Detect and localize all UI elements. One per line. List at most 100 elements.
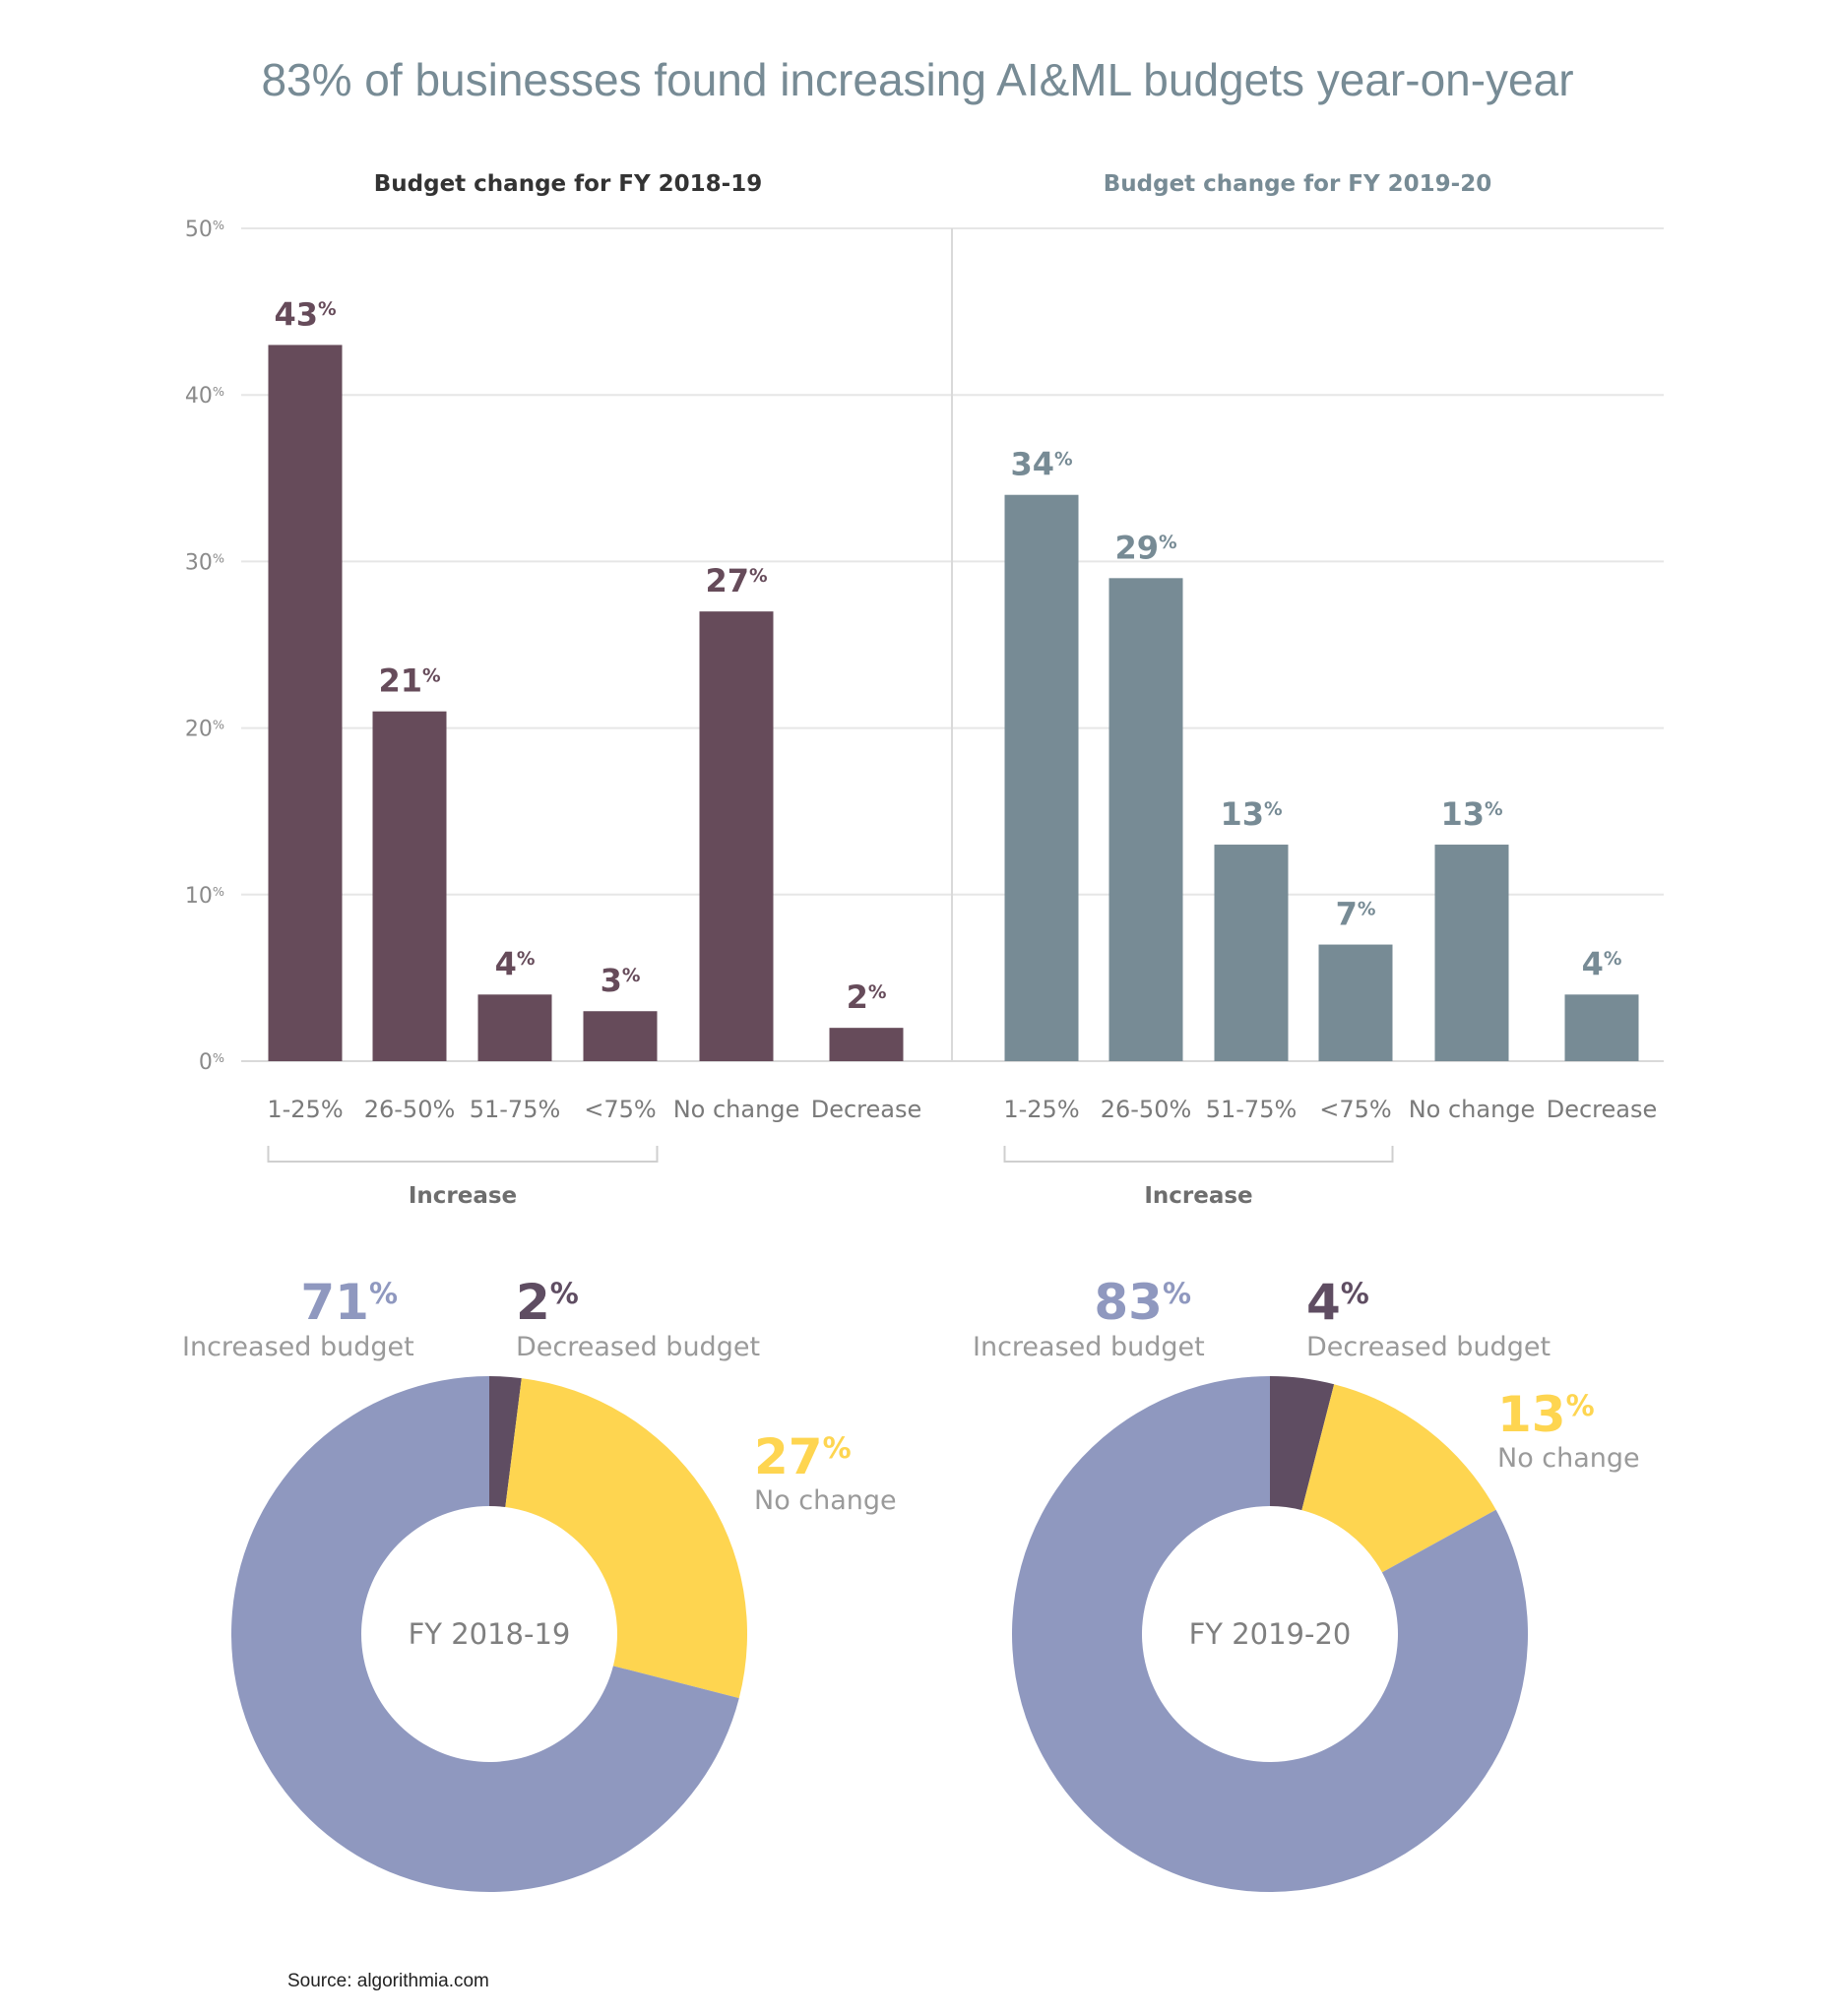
bar-1-25%	[268, 345, 343, 1061]
bar-value-label-percent-sign: %	[1485, 799, 1503, 820]
bar-value-label: 29%	[1114, 529, 1176, 566]
donut-slice-label: Decreased budget	[516, 1332, 760, 1362]
donut-pct-label: 71%	[300, 1274, 398, 1331]
bar-value-label-number: 4	[495, 945, 517, 982]
donut-pct-label-percent-sign: %	[823, 1431, 852, 1465]
bar-value-label-number: 34	[1010, 446, 1054, 483]
category-label: Decrease	[811, 1096, 922, 1123]
bar-value-label-number: 4	[1582, 945, 1604, 982]
y-tick-label-percent-sign: %	[213, 385, 224, 400]
donut-slice-increased-budget	[231, 1376, 739, 1893]
page-title: 83% of businesses found increasing AI&ML…	[261, 54, 1573, 105]
y-tick-label: 40%	[185, 384, 224, 409]
donut-pct-label: 83%	[1094, 1274, 1191, 1331]
category-label: <75%	[1319, 1096, 1391, 1123]
y-tick-label-percent-sign: %	[213, 1051, 224, 1066]
donut-slice-decreased-budget	[489, 1376, 522, 1508]
bar-51-75%	[1214, 845, 1289, 1061]
donut-pct-label-percent-sign: %	[1341, 1277, 1369, 1310]
increase-group-label: Increase	[1144, 1183, 1252, 1209]
bar-value-label-number: 43	[274, 295, 318, 333]
y-tick-label-number: 10	[185, 884, 213, 909]
bar-value-label: 21%	[378, 662, 440, 700]
bar-No change	[699, 611, 774, 1061]
donut-pct-label-number: 4	[1306, 1274, 1341, 1331]
bar-26-50%	[372, 711, 447, 1061]
bar-value-label: 34%	[1010, 446, 1072, 483]
category-label: Decrease	[1547, 1096, 1658, 1123]
source-note: Source: algorithmia.com	[287, 1971, 489, 1991]
donut-pct-label-percent-sign: %	[1163, 1277, 1191, 1310]
y-tick-label-percent-sign: %	[213, 219, 224, 233]
donut-center-label: FY 2018-19	[409, 1617, 571, 1651]
bar-value-label: 13%	[1220, 795, 1282, 833]
bar-<75%	[583, 1011, 658, 1061]
category-label: 51-75%	[1206, 1096, 1298, 1123]
bar-value-label-number: 27	[705, 562, 749, 599]
bar-value-label: 7%	[1336, 896, 1376, 933]
bar-<75%	[1318, 944, 1393, 1061]
increase-bracket	[267, 1146, 659, 1163]
donut-pct-label-number: 2	[516, 1274, 550, 1331]
donut-pct-label: 27%	[754, 1428, 852, 1485]
donut-slice-increased-budget	[1012, 1376, 1528, 1892]
bar-value-label-number: 13	[1220, 795, 1264, 833]
category-label: 26-50%	[364, 1096, 456, 1123]
y-tick-label-percent-sign: %	[213, 885, 224, 900]
donut-pct-label-percent-sign: %	[1566, 1389, 1595, 1422]
bar-value-label-percent-sign: %	[622, 966, 641, 986]
donut-pct-label: 4%	[1306, 1274, 1369, 1331]
y-tick-label: 10%	[185, 884, 224, 909]
bar-value-label-percent-sign: %	[1159, 533, 1177, 553]
y-tick-label: 0%	[199, 1050, 224, 1075]
bar-Decrease	[829, 1028, 904, 1061]
y-tick-label-percent-sign: %	[213, 719, 224, 733]
donut-slice-label: Increased budget	[973, 1332, 1205, 1362]
donut-pct-label: 13%	[1497, 1386, 1595, 1443]
category-label: <75%	[584, 1096, 656, 1123]
bar-value-label-number: 13	[1440, 795, 1485, 833]
donut-pct-label-number: 83	[1094, 1274, 1163, 1331]
bar-value-label: 4%	[1582, 945, 1622, 982]
bar-value-label-percent-sign: %	[1054, 450, 1073, 471]
increase-bracket	[1003, 1146, 1394, 1163]
bar-51-75%	[477, 994, 552, 1061]
category-label: No change	[673, 1096, 800, 1123]
bar-value-label: 3%	[601, 962, 641, 999]
bar-Decrease	[1564, 994, 1639, 1061]
bar-1-25%	[1004, 494, 1079, 1062]
bar-value-label-percent-sign: %	[517, 949, 536, 970]
bar-26-50%	[1108, 578, 1183, 1061]
bar-No change	[1434, 845, 1509, 1061]
bar-value-label-percent-sign: %	[1264, 799, 1283, 820]
bar-chart-2018: 43% 1-25% 21% 26-50% 4% 51-75% 3% <75% 27% No cha…	[267, 295, 921, 1209]
increase-group-label: Increase	[409, 1183, 517, 1209]
donut-slice-label: Decreased budget	[1306, 1332, 1551, 1362]
bar-value-label-number: 21	[378, 662, 422, 700]
bar-value-label-percent-sign: %	[422, 665, 441, 686]
donut-slice-no-change	[1301, 1384, 1496, 1573]
donut-slice-label: No change	[1497, 1443, 1640, 1474]
bar-value-label-percent-sign: %	[1358, 899, 1376, 919]
y-tick-label: 50%	[185, 218, 224, 242]
category-label: 51-75%	[470, 1096, 561, 1123]
donut-pct-label: 2%	[516, 1274, 579, 1331]
bar-value-label-number: 29	[1114, 529, 1159, 566]
category-label: 1-25%	[1003, 1096, 1079, 1123]
category-label: No change	[1409, 1096, 1536, 1123]
bar-value-label: 27%	[705, 562, 767, 599]
category-label: 1-25%	[267, 1096, 343, 1123]
bar-charts: 43% 1-25% 21% 26-50% 4% 51-75% 3% <75% 27% No cha…	[267, 295, 1657, 1209]
y-tick-label-percent-sign: %	[213, 551, 224, 566]
bar-value-label-percent-sign: %	[749, 566, 768, 587]
y-tick-label-number: 40	[185, 384, 213, 409]
donut-slice-label: No change	[754, 1485, 897, 1516]
bar-value-label: 43%	[274, 295, 336, 333]
donut-slice-label: Increased budget	[182, 1332, 414, 1362]
donut-pct-label-number: 71	[300, 1274, 369, 1331]
bar-chart-title-2019: Budget change for FY 2019-20	[1104, 171, 1492, 197]
bar-value-label: 4%	[495, 945, 536, 982]
